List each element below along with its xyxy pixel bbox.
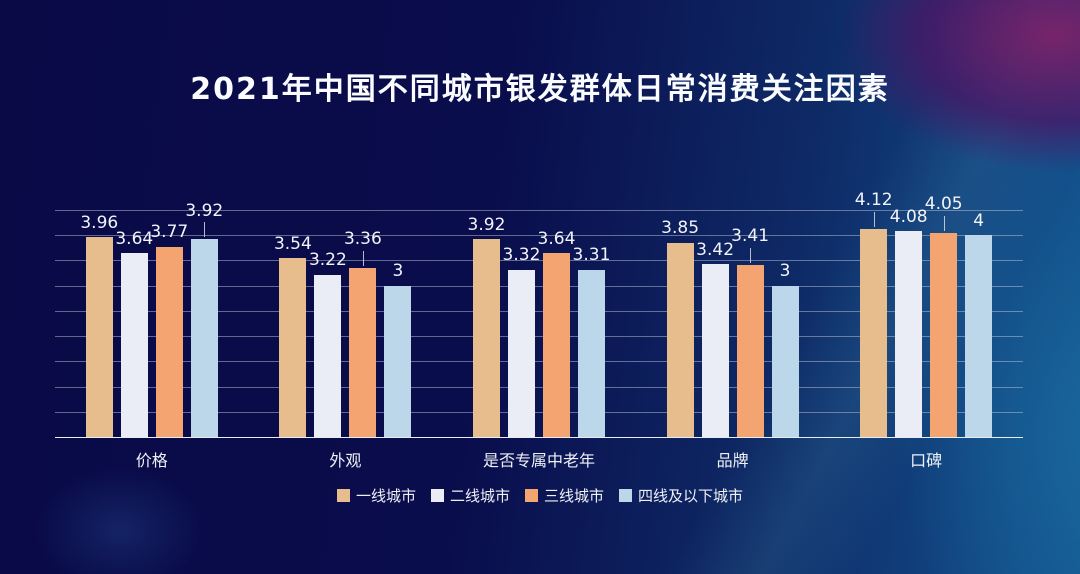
bar-value-label: 3 (779, 260, 791, 281)
gridline (55, 386, 1023, 388)
bar-value-label: 3.85 (661, 218, 700, 239)
bar-value-label: 3.64 (537, 228, 576, 249)
bar: 4 (965, 211, 993, 437)
legend-label: 二线城市 (449, 487, 510, 505)
chart-legend: 一线城市 二线城市 三线城市 四线及以下城市 (0, 485, 1080, 506)
gridline (55, 235, 1023, 237)
x-axis-category-label: 品牌 (716, 451, 749, 470)
bar: 3 (771, 262, 799, 437)
bar: 3 (384, 262, 412, 437)
chart-title: 2021年中国不同城市银发群体日常消费关注因素 (190, 72, 890, 107)
gridline (55, 336, 1023, 338)
bar: 4.08 (890, 207, 928, 437)
bar-value-label: 4.08 (889, 206, 928, 227)
bar: 3.85 (661, 219, 699, 437)
bar: 3.92 (468, 215, 505, 437)
legend-item: 一线城市 (336, 485, 416, 506)
bar-group: 3.92 3.32 3.64 3.31 (442, 210, 636, 437)
x-axis-category-label: 价格 (135, 451, 168, 470)
bar-value-label: 3.42 (696, 239, 735, 260)
bar: 3.92 (185, 201, 223, 437)
gridline (55, 411, 1023, 413)
gridline (55, 260, 1023, 262)
label-leader-line (362, 250, 364, 266)
legend-swatch-icon (525, 489, 538, 502)
bar: 3.22 (309, 251, 347, 437)
bar-chart-plot-area: 3.96 3.64 3.77 3.92 3.54 3.22 3.36 3 3.92 3.32 3.6… (55, 191, 1023, 438)
bar: 3.77 (150, 223, 188, 437)
gridline (55, 361, 1023, 363)
bar-group: 3.96 3.64 3.77 3.92 (55, 201, 249, 437)
legend-label: 四线及以下城市 (638, 487, 744, 505)
legend-swatch-icon (619, 489, 633, 502)
bar: 3.31 (573, 246, 610, 437)
label-leader-line (873, 212, 875, 228)
bar-value-label: 3.77 (150, 222, 189, 243)
bar-group: 3.54 3.22 3.36 3 (249, 210, 443, 437)
x-axis-category-label: 外观 (329, 451, 362, 470)
bar: 3.32 (503, 246, 540, 437)
gridline (55, 285, 1023, 287)
bar-value-label: 3.64 (115, 228, 154, 249)
bar: 3.64 (538, 230, 575, 437)
bar-value-label: 3.41 (731, 226, 770, 247)
bar-value-label: 3 (392, 260, 404, 281)
x-axis-category-label: 口碑 (910, 451, 943, 470)
bar-value-label: 4.12 (854, 190, 893, 211)
legend-swatch-icon (336, 489, 350, 502)
bar-value-label: 3.22 (308, 249, 347, 270)
bar: 4.12 (855, 191, 893, 437)
bar: 4.05 (925, 195, 963, 437)
bar-value-label: 3.31 (572, 245, 611, 266)
label-leader-line (943, 215, 945, 231)
legend-item: 二线城市 (430, 485, 510, 506)
legend-item: 三线城市 (525, 485, 604, 506)
bar-value-label: 4.05 (924, 194, 963, 215)
bar: 3.54 (274, 235, 312, 437)
bar-value-label: 3.92 (467, 214, 506, 235)
bar-value-label: 3.54 (273, 233, 312, 254)
gridline (55, 310, 1023, 312)
x-axis-line (55, 437, 1023, 438)
bar: 3.36 (344, 230, 382, 437)
bar: 3.96 (80, 213, 118, 437)
bar: 3.64 (115, 230, 153, 437)
x-axis-labels: 价格 外观 是否专属中老年 品牌 口碑 (55, 447, 1023, 470)
bar: 3.42 (696, 241, 734, 437)
bar-value-label: 3.96 (80, 212, 119, 233)
bar-value-label: 3.36 (343, 228, 382, 249)
label-leader-line (750, 248, 752, 263)
bar: 3.41 (731, 227, 769, 437)
bar-group: 3.85 3.42 3.41 3 (636, 210, 830, 437)
gridline (55, 210, 1023, 211)
legend-label: 一线城市 (355, 487, 416, 505)
label-leader-line (204, 222, 206, 238)
x-axis-category-label: 是否专属中老年 (482, 451, 596, 470)
bar-value-label: 4 (973, 210, 985, 231)
bar-value-label: 3.92 (185, 200, 224, 221)
legend-item: 四线及以下城市 (619, 485, 743, 506)
bar-value-label: 3.32 (502, 244, 541, 265)
bar-group: 4.12 4.08 4.05 4 (829, 191, 1023, 437)
legend-label: 三线城市 (544, 487, 605, 505)
legend-swatch-icon (430, 489, 444, 502)
